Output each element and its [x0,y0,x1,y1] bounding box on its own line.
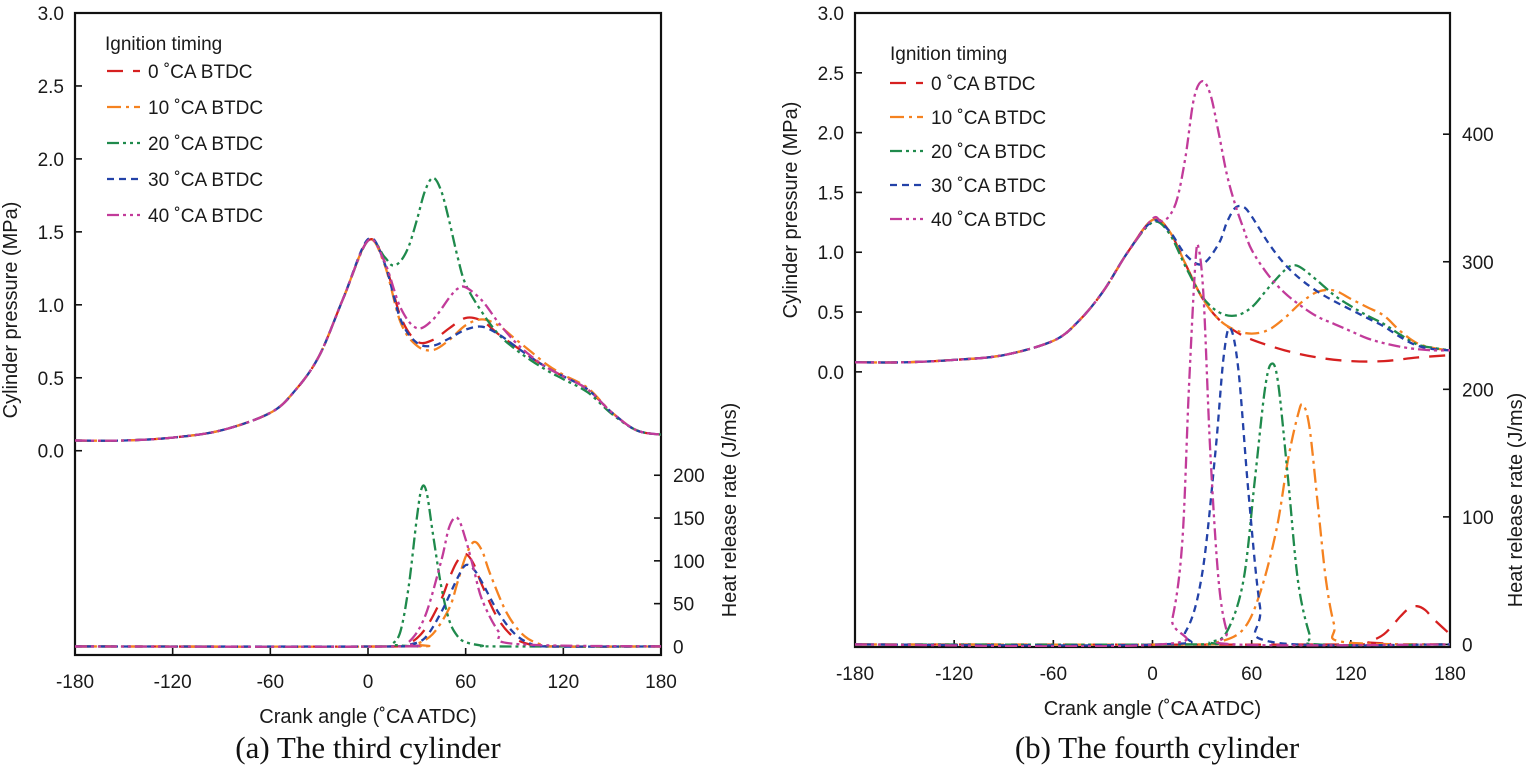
heat-release-line-series-1 [855,402,1450,646]
pressure-line-series-2 [75,176,661,442]
x-tick-label: 0 [1147,664,1158,685]
y-right-tick-label: 100 [673,552,705,573]
y-right-tick-label: 0 [1462,635,1473,656]
y-right-tick-label: 300 [1462,253,1494,274]
x-tick-label: -180 [56,672,94,693]
heat-release-line-series-1 [75,540,661,648]
x-tick-label: 120 [547,672,579,693]
x-tick-label: 60 [1241,664,1262,685]
pressure-line-series-2 [855,220,1450,364]
y-right-tick-label: 150 [673,509,705,530]
legend: Ignition timing 0 ˚CA BTDC 10 ˚CA BTDC 20 ˚… [105,34,263,227]
pressure-line-series-4 [855,80,1450,364]
y-left-tick-label: 0.0 [38,442,64,463]
pressure-line-series-0 [855,217,1450,364]
pressure-line-series-1 [855,217,1450,364]
legend-entry-label: 20 ˚CA BTDC [148,134,263,155]
pressure-line-series-4 [75,238,661,442]
legend-entry-label: 30 ˚CA BTDC [148,170,263,191]
y-left-tick-label: 1.5 [818,183,844,204]
x-tick-label: 180 [645,672,677,693]
y-right-tick-label: 50 [673,595,694,616]
y-left-tick-label: 3.0 [38,4,64,25]
legend-entry-label: 40 ˚CA BTDC [931,210,1046,231]
x-axis-label: Crank angle (˚CA ATDC) [259,706,476,728]
x-tick-label: 120 [1335,664,1367,685]
y-left-tick-label: 0.0 [818,363,844,384]
x-tick-label: 0 [363,672,374,693]
panel-fourth-cylinder: -180 -120 -60 0 60 120 180 0.0 0.5 1.0 1.5 2.0 2.5 3.… [780,4,1527,765]
heat-release-line-series-4 [75,516,661,648]
pressure-line-series-3 [75,236,661,442]
y-right-tick-label: 200 [1462,380,1494,401]
y-right-tick-label: 100 [1462,508,1494,529]
heat-release-line-series-2 [75,484,661,648]
y-left-tick-label: 2.0 [38,150,64,171]
heat-release-line-series-4 [855,242,1450,647]
y-left-tick-label: 0.5 [818,303,844,324]
y-right-axis-label: Heat release rate (J/ms) [1505,393,1527,608]
x-tick-label: -180 [836,664,874,685]
y-right-tick-label: 400 [1462,125,1494,146]
series-group [75,176,661,648]
y-left-tick-label: 3.0 [818,4,844,25]
y-left-tick-label: 1.5 [38,223,64,244]
y-left-tick-label: 1.0 [818,243,844,264]
heat-release-line-series-0 [75,552,661,648]
y-left-tick-label: 1.0 [38,296,64,317]
x-tick-label: -120 [935,664,973,685]
legend-title: Ignition timing [890,44,1007,65]
y-left-axis-label: Cylinder pressure (MPa) [780,102,802,319]
heat-release-line-series-2 [855,362,1450,647]
panel-caption: (a) The third cylinder [235,730,501,765]
legend-entry-label: 10 ˚CA BTDC [148,98,263,119]
legend-entry-label: 30 ˚CA BTDC [931,176,1046,197]
heat-release-line-series-3 [855,326,1450,647]
series-group [855,80,1450,647]
legend: Ignition timing 0 ˚CA BTDC 10 ˚CA BTDC 20 ˚… [890,44,1046,231]
y-left-tick-label: 2.5 [38,77,64,98]
x-tick-label: -60 [1040,664,1067,685]
x-tick-label: 180 [1434,664,1466,685]
y-right-axis-label: Heat release rate (J/ms) [719,403,741,618]
panel-third-cylinder: -180 -120 -60 0 60 120 180 0.0 0.5 1.0 1.5 2.0 2.5 3.… [0,4,741,765]
y-left-axis-label: Cylinder pressure (MPa) [0,202,22,419]
y-right-tick-label: 0 [673,637,684,658]
x-tick-label: 60 [455,672,476,693]
heat-release-line-series-3 [75,563,661,648]
panel-caption: (b) The fourth cylinder [1015,730,1300,765]
y-left-tick-label: 0.5 [38,369,64,390]
y-left-tick-label: 2.0 [818,124,844,145]
pressure-line-series-0 [75,238,661,442]
legend-entry-label: 0 ˚CA BTDC [931,74,1036,95]
legend-entry-label: 0 ˚CA BTDC [148,62,253,83]
legend-entry-label: 10 ˚CA BTDC [931,108,1046,129]
heat-release-line-series-0 [855,605,1450,646]
x-axis-label: Crank angle (˚CA ATDC) [1044,698,1261,720]
x-tick-label: -60 [257,672,284,693]
legend-title: Ignition timing [105,34,222,55]
legend-entry-label: 20 ˚CA BTDC [931,142,1046,163]
y-right-tick-label: 200 [673,466,705,487]
legend-entry-label: 40 ˚CA BTDC [148,206,263,227]
x-tick-label: -120 [154,672,192,693]
y-left-tick-label: 2.5 [818,64,844,85]
pressure-line-series-1 [75,238,661,442]
